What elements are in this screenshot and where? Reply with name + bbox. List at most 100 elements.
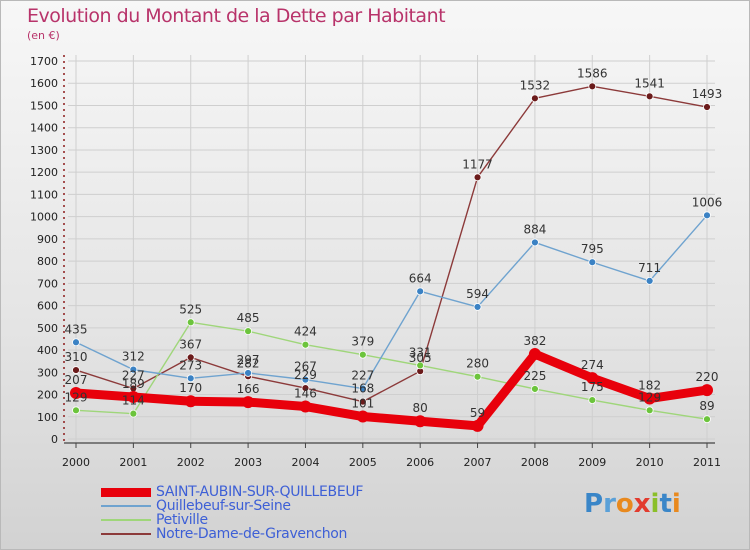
data-label: 129 xyxy=(638,390,661,404)
x-tick-label: 2006 xyxy=(406,456,434,469)
data-label: 1532 xyxy=(520,78,551,92)
chart-unit-label: (en €) xyxy=(27,29,60,42)
data-point xyxy=(299,400,312,413)
data-label: 182 xyxy=(638,379,661,393)
axes xyxy=(63,55,715,448)
y-tick-label: 200 xyxy=(37,389,58,402)
data-point xyxy=(701,384,713,397)
data-point xyxy=(244,369,252,377)
data-label: 129 xyxy=(65,390,88,404)
data-point xyxy=(531,94,539,103)
legend-item: Notre-Dame-de-Gravenchon xyxy=(101,526,461,542)
data-label: 297 xyxy=(237,353,260,367)
legend-label: Quillebeuf-sur-Seine xyxy=(156,498,291,514)
data-point xyxy=(416,361,425,370)
series-line-2 xyxy=(75,321,708,420)
data-label: 189 xyxy=(122,377,145,391)
data-point xyxy=(358,350,367,359)
data-label: 305 xyxy=(409,351,432,365)
data-label: 175 xyxy=(581,380,604,394)
data-point xyxy=(645,92,654,101)
x-tick-label: 2005 xyxy=(349,456,377,469)
legend-swatch xyxy=(101,533,151,535)
y-tick-label: 1500 xyxy=(30,99,58,112)
legend-swatch xyxy=(101,487,151,497)
data-point xyxy=(471,419,484,432)
logo-letter: i xyxy=(671,489,681,519)
data-label: 168 xyxy=(351,382,374,396)
legend-swatch xyxy=(101,519,151,521)
data-point xyxy=(473,303,482,311)
data-label: 227 xyxy=(122,369,145,383)
data-label: 310 xyxy=(65,350,88,364)
y-tick-label: 1600 xyxy=(30,77,58,90)
data-label: 312 xyxy=(122,350,145,364)
logo-letter: r xyxy=(603,489,616,519)
x-tick-label: 2000 xyxy=(62,456,90,469)
x-tick-label: 2004 xyxy=(291,456,319,469)
y-tick-label: 1100 xyxy=(30,188,58,201)
data-label: 274 xyxy=(581,358,604,372)
y-tick-label: 400 xyxy=(37,344,58,357)
data-label: 273 xyxy=(179,358,202,372)
data-point xyxy=(703,103,711,111)
logo-letter: P xyxy=(584,489,604,519)
y-tick-label: 700 xyxy=(37,277,58,290)
y-tick-label: 1000 xyxy=(30,211,58,224)
grid-lines xyxy=(68,55,715,445)
y-tick-label: 300 xyxy=(37,366,58,379)
data-label: 225 xyxy=(523,369,546,383)
y-tick-label: 100 xyxy=(37,411,58,424)
data-label: 59 xyxy=(470,406,485,420)
series-lines xyxy=(70,82,713,432)
data-labels: 207 189 170 166 146 101 80 59 382 274 182 220 435 312… xyxy=(65,66,723,420)
data-label: 282 xyxy=(237,356,260,370)
data-label: 795 xyxy=(581,242,604,256)
logo-letter: x xyxy=(633,489,651,519)
y-tick-label: 500 xyxy=(37,322,58,335)
data-label: 382 xyxy=(523,334,546,348)
legend-label: Notre-Dame-de-Gravenchon xyxy=(156,526,348,542)
legend-item: Petiville xyxy=(101,512,461,528)
data-point xyxy=(358,384,367,393)
x-tick-label: 2002 xyxy=(177,456,205,469)
data-label: 424 xyxy=(294,325,317,339)
data-point xyxy=(301,384,310,392)
x-tick-label: 2007 xyxy=(464,456,492,469)
chart-title: Evolution du Montant de la Dette par Hab… xyxy=(27,5,446,27)
data-label: 664 xyxy=(409,271,432,285)
data-label: 89 xyxy=(699,399,714,413)
data-point xyxy=(184,395,197,408)
series-line-3 xyxy=(75,85,708,403)
legend-label: SAINT-AUBIN-SUR-QUILLEBEUF xyxy=(156,484,364,500)
legend-swatch xyxy=(101,505,151,507)
data-label: 101 xyxy=(351,397,374,411)
data-point xyxy=(72,366,80,374)
data-point xyxy=(531,385,539,393)
data-point xyxy=(358,397,367,406)
legend-item: Quillebeuf-sur-Seine xyxy=(101,498,461,514)
data-label: 331 xyxy=(409,345,432,359)
data-label: 1541 xyxy=(634,76,665,90)
y-tick-label: 800 xyxy=(37,255,58,268)
y-tick-label: 1200 xyxy=(30,166,58,179)
data-label: 166 xyxy=(237,382,260,396)
data-point xyxy=(416,287,425,296)
x-tick-label: 2001 xyxy=(119,456,147,469)
y-tick-label: 0 xyxy=(51,433,58,446)
data-point xyxy=(242,396,255,409)
data-point xyxy=(473,173,482,182)
data-label: 435 xyxy=(65,322,88,336)
data-point xyxy=(643,392,656,405)
x-tick-label: 2009 xyxy=(578,456,606,469)
x-tick-label: 2008 xyxy=(521,456,549,469)
data-label: 1586 xyxy=(577,66,608,80)
data-point xyxy=(301,340,310,349)
proxiti-logo: Proxiti xyxy=(584,489,681,519)
y-tick-label: 900 xyxy=(37,233,58,246)
y-tick-label: 1400 xyxy=(30,122,58,135)
x-tick-label: 2003 xyxy=(234,456,262,469)
x-tick-label: 2011 xyxy=(693,456,721,469)
legend-item: SAINT-AUBIN-SUR-QUILLEBEUF xyxy=(101,484,461,500)
